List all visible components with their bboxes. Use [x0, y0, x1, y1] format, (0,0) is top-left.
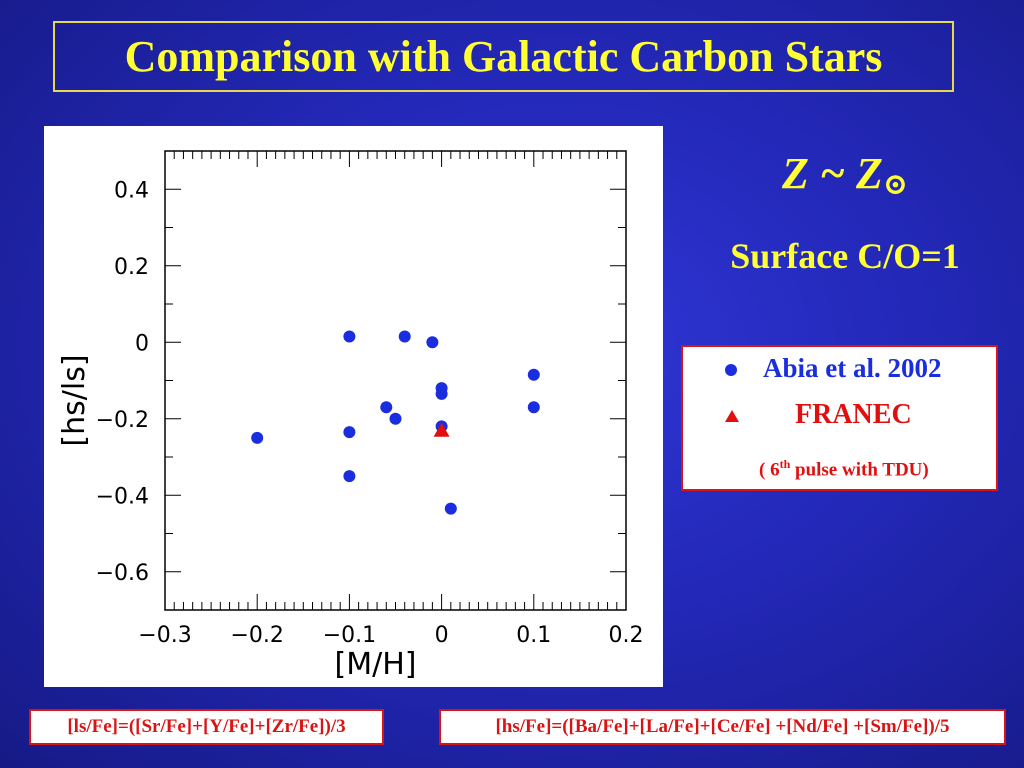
metallicity-text: Z ~ Z: [782, 149, 883, 198]
y-tick-label: 0.4: [114, 178, 149, 203]
legend-model-note: ( 6th pulse with TDU): [759, 457, 929, 481]
y-tick-label: −0.6: [96, 561, 149, 586]
metallicity-condition: Z ~ Z⊙: [700, 148, 990, 202]
x-tick-label: −0.2: [230, 623, 283, 648]
x-tick-label: −0.1: [323, 623, 376, 648]
hs-formula: [hs/Fe]=([Ba/Fe]+[La/Fe]+[Ce/Fe] +[Nd/Fe…: [439, 709, 1006, 745]
legend: Abia et al. 2002 FRANEC ( 6th pulse with…: [681, 345, 998, 491]
y-axis-label: [hs/ls]: [57, 354, 92, 446]
ls-formula: [ls/Fe]=([Sr/Fe]+[Y/Fe]+[Zr/Fe])/3: [29, 709, 384, 745]
model-note-prefix: ( 6: [759, 459, 780, 481]
legend-model-label: FRANEC: [795, 399, 912, 430]
data-point-circle: [444, 502, 457, 515]
model-note-sup: th: [779, 457, 791, 471]
data-point-circle: [343, 426, 356, 439]
slide-title: Comparison with Galactic Carbon Stars: [53, 21, 954, 92]
triangle-marker-icon: [725, 410, 739, 422]
scatter-plot-panel: −0.3 −0.2 −0.1 0 0.1 0.2 −0.6 −0.4 −0.2 0 0.2 0.4 [M…: [44, 126, 663, 687]
y-tick-label: 0.2: [114, 255, 149, 280]
plot-frame: [164, 150, 627, 611]
data-point-circle: [398, 330, 411, 343]
scatter-plot: −0.3 −0.2 −0.1 0 0.1 0.2 −0.6 −0.4 −0.2 0 0.2 0.4 [M…: [57, 150, 644, 682]
y-tick-label: 0: [135, 331, 149, 356]
surface-co-condition: Surface C/O=1: [730, 236, 960, 276]
data-point-circle: [343, 470, 356, 483]
legend-observed-label: Abia et al. 2002: [763, 353, 942, 383]
data-point-circle: [380, 401, 393, 414]
data-point-circle: [435, 387, 448, 400]
x-axis-label: [M/H]: [335, 647, 417, 682]
data-point-circle: [251, 431, 264, 444]
y-tick-label: −0.4: [96, 484, 149, 509]
x-tick-label: 0.1: [516, 623, 551, 648]
sun-symbol-icon: ⊙: [882, 168, 908, 201]
data-point-circle: [527, 368, 540, 381]
x-tick-label: 0.2: [609, 623, 644, 648]
data-point-circle: [389, 412, 402, 425]
data-point-triangle: [433, 422, 450, 437]
x-tick-label: −0.3: [138, 623, 191, 648]
data-point-circle: [426, 336, 439, 349]
data-point-circle: [343, 330, 356, 343]
x-tick-label: 0: [435, 623, 449, 648]
model-note-suffix: pulse with TDU): [790, 459, 929, 481]
circle-marker-icon: [725, 364, 737, 376]
data-point-circle: [527, 401, 540, 414]
y-tick-label: −0.2: [96, 408, 149, 433]
